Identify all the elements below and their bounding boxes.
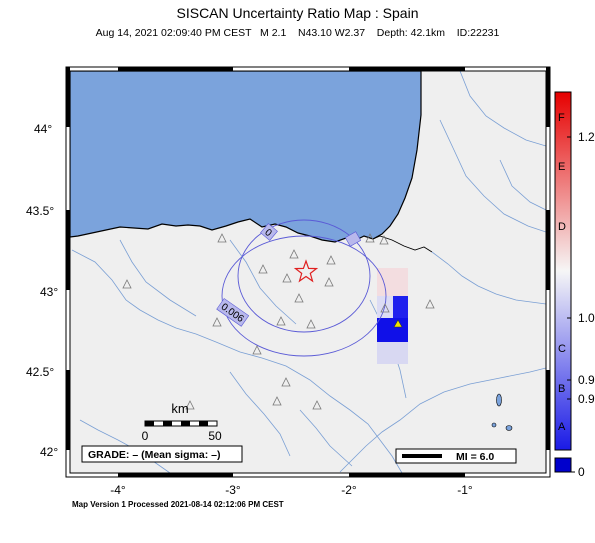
station-icon	[217, 233, 227, 243]
sea-bay-of-biscay	[70, 71, 422, 243]
rivers	[71, 71, 546, 473]
station-icon	[324, 277, 334, 287]
lat-label: 42.5°	[26, 365, 54, 379]
lat-label: 43.5°	[26, 204, 54, 218]
colorbar-letter: A	[558, 421, 566, 433]
station-icon	[365, 233, 375, 243]
station-icon	[312, 400, 322, 410]
lat-label: 42°	[40, 445, 58, 459]
station-icon	[379, 235, 389, 245]
colorbar-value: 0.9	[578, 373, 595, 387]
mi-label: MI = 6.0	[456, 451, 494, 463]
grade-text: GRADE: – (Mean sigma: –)	[88, 449, 220, 461]
station-icon	[272, 396, 282, 406]
color-bar: F E D C B A 1.2 1.0 0.9 0.9 0	[554, 91, 595, 479]
lat-label: 43°	[40, 285, 58, 299]
station-icon	[281, 377, 291, 387]
lon-label: -2°	[341, 483, 357, 497]
station-icon	[380, 303, 390, 313]
station-icon	[425, 299, 435, 309]
scale-start: 0	[142, 429, 149, 443]
mi-legend: MI = 6.0	[395, 448, 517, 464]
station-icon	[294, 293, 304, 303]
latitude-labels: 44° 43.5° 43° 42.5° 42°	[26, 122, 58, 459]
map-panel: 0.006 0	[70, 71, 546, 473]
station-icon	[306, 319, 316, 329]
map-frame	[65, 66, 551, 478]
ratio-grid	[377, 268, 408, 364]
lon-label: -4°	[110, 483, 126, 497]
highlighted-station-icon	[393, 319, 403, 328]
country-border	[372, 235, 433, 253]
contour-label: 0	[262, 227, 274, 239]
lon-label: -3°	[225, 483, 241, 497]
colorbar-value: 1.0	[578, 311, 595, 325]
scale-bar: km 0 50	[142, 401, 222, 443]
station-icon	[289, 249, 299, 259]
station-icon	[258, 264, 268, 274]
lat-label: 44°	[34, 122, 52, 136]
epicenter-star-icon	[293, 259, 319, 283]
uncertainty-contours	[221, 219, 387, 357]
lon-label: -1°	[457, 483, 473, 497]
lakes	[491, 393, 513, 431]
colorbar-letter: B	[558, 383, 565, 395]
station-icon	[212, 317, 222, 327]
scale-end: 50	[208, 429, 222, 443]
colorbar-value: 0.9	[578, 392, 595, 406]
seismic-stations	[122, 233, 435, 410]
event-summary: Aug 14, 2021 02:09:40 PM CEST M 2.1 N43.…	[95, 27, 500, 39]
station-icon	[185, 400, 195, 410]
colorbar-value: 0	[578, 465, 585, 479]
colorbar-letter: F	[558, 112, 565, 124]
colorbar-letter: D	[558, 221, 566, 233]
processing-footer: Map Version 1 Processed 2021-08-14 02:12…	[72, 500, 284, 509]
station-icon	[282, 273, 292, 283]
longitude-labels: -4° -3° -2° -1°	[110, 483, 473, 497]
colorbar-letter: E	[558, 161, 565, 173]
scale-unit: km	[171, 401, 188, 416]
station-icon	[326, 255, 336, 265]
station-icon	[252, 345, 262, 355]
station-icon	[122, 279, 132, 289]
station-icon	[276, 316, 286, 326]
colorbar-value: 1.2	[578, 130, 595, 144]
colorbar-letter: C	[558, 343, 566, 355]
map-title: SISCAN Uncertainty Ratio Map : Spain	[176, 5, 419, 21]
grade-box: GRADE: – (Mean sigma: –)	[81, 445, 243, 463]
